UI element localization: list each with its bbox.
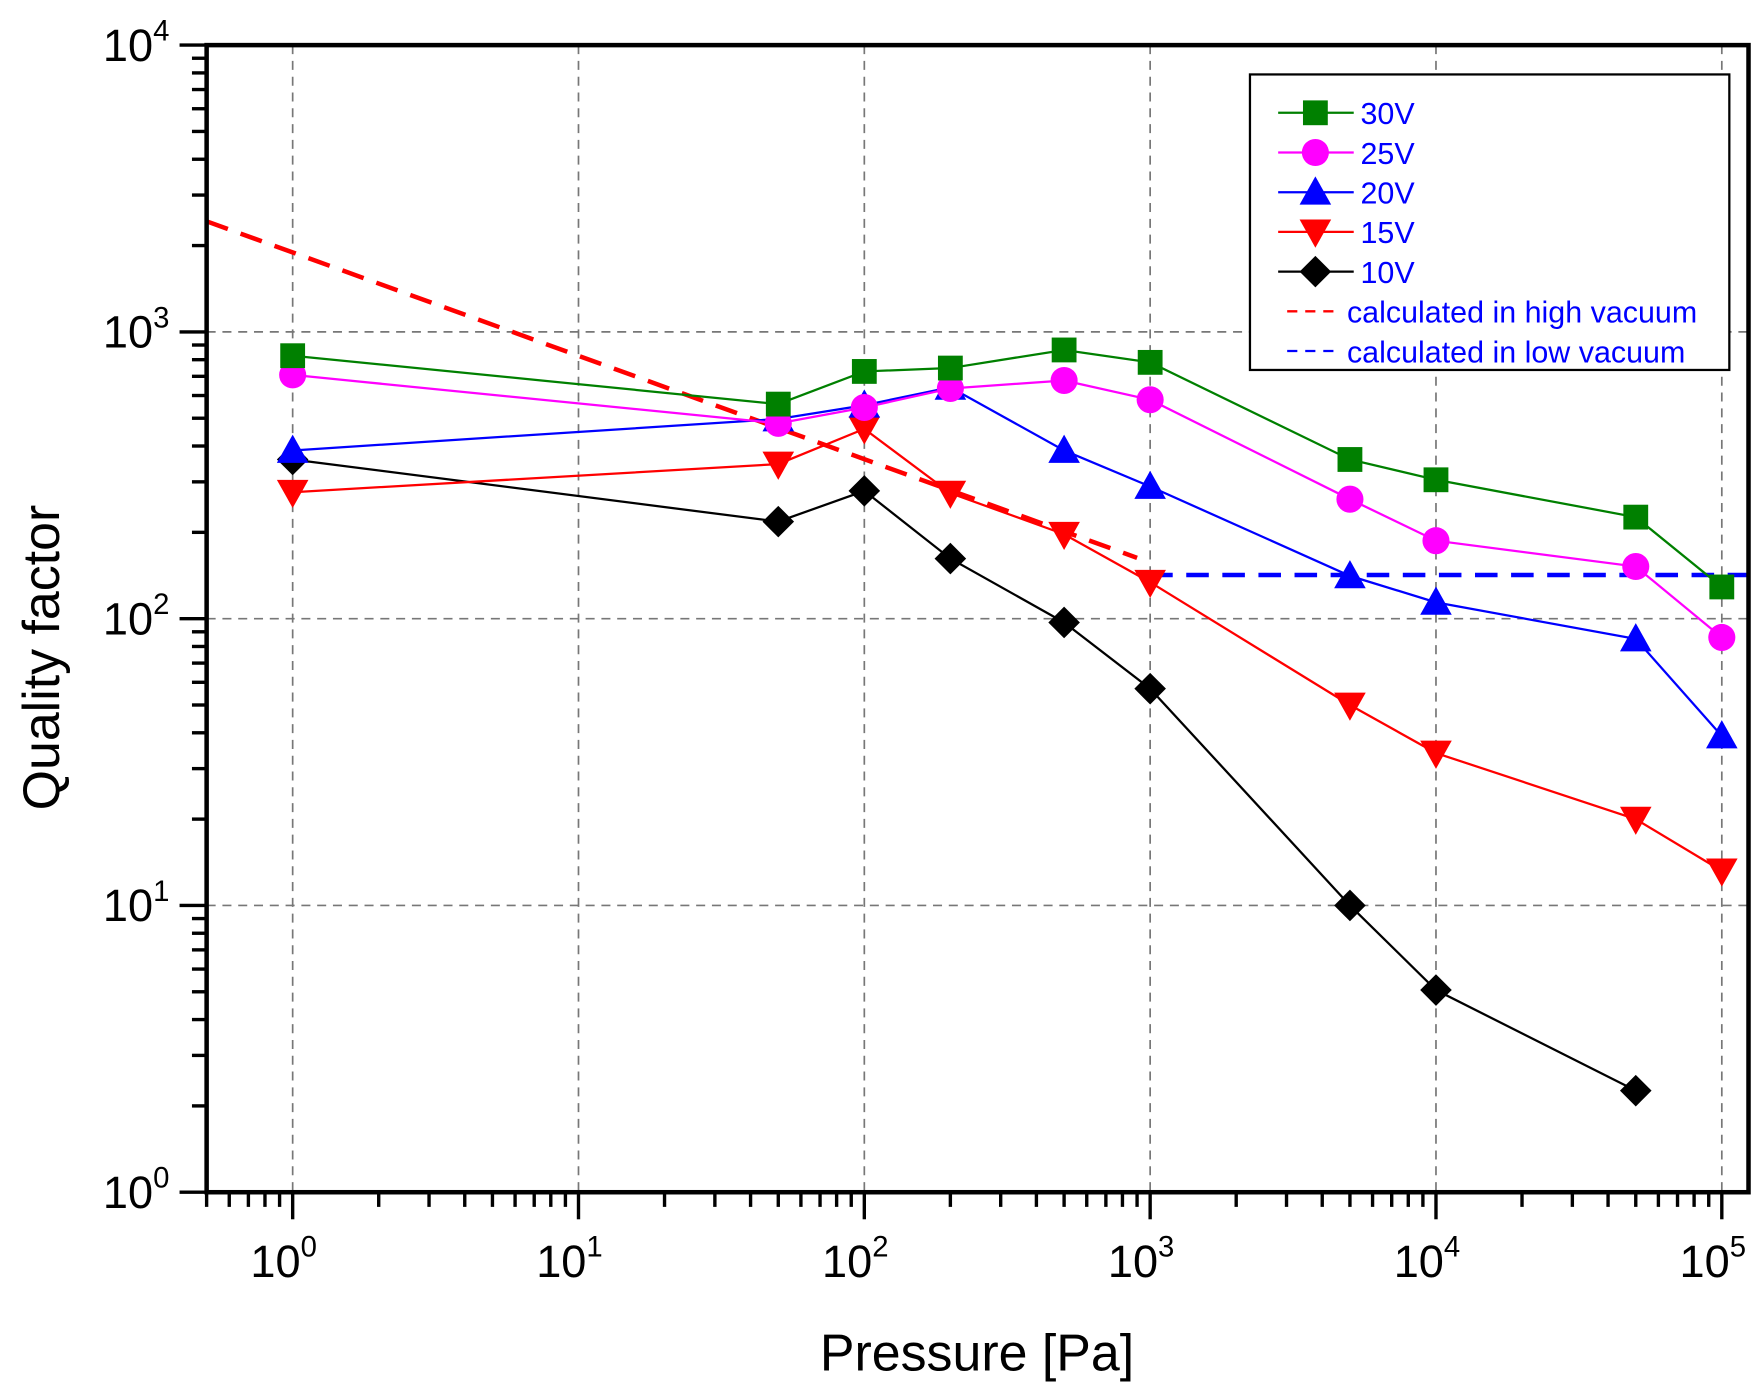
data-point [1420,586,1452,615]
x-axis-label: Pressure [Pa] [820,1323,1134,1381]
data-point [1619,1074,1652,1107]
plot-frame [204,42,1751,1195]
legend-marker [1299,176,1332,205]
x-tick-label: 102 [822,1231,889,1287]
data-point [1619,623,1652,652]
data-point [848,416,881,445]
series-line [292,373,1723,639]
data-point [1134,569,1166,599]
legend-label: 25V [1361,137,1416,171]
legend-item: 15V [1278,216,1415,250]
data-point [934,542,967,575]
data-point [279,361,307,389]
data-point [1051,337,1077,363]
series-line [292,427,1723,872]
series-layer [205,219,1749,1107]
data-point [1623,504,1649,530]
x-tick-label: 101 [536,1231,603,1287]
series-line [205,219,1138,560]
data-point [762,451,795,480]
legend-marker [1299,219,1332,248]
y-tick-label: 103 [103,301,170,357]
series-line [292,348,1723,588]
data-point [280,343,306,369]
x-tick-label: 105 [1680,1231,1747,1287]
legend-label: 10V [1361,256,1416,290]
data-point [1422,527,1450,555]
legend-label: 20V [1361,176,1416,210]
data-point [1334,692,1366,721]
data-point [1706,858,1738,887]
x-tick-label: 103 [1108,1231,1175,1287]
data-point [1420,740,1452,769]
data-point [851,359,877,384]
x-tick-label: 104 [1394,1231,1461,1287]
legend-item: calculated in low vacuum [1287,335,1685,369]
data-point [764,409,792,437]
data-point [1334,560,1366,589]
data-point [1622,552,1650,581]
legend-marker [1301,138,1329,167]
legend-label: 30V [1361,97,1416,131]
legend: 30V 25V 20V 15V 10V calculated in high vacuum… [1248,73,1731,372]
legend-box [1248,73,1731,372]
data-point [765,391,791,417]
y-tick-label: 102 [103,588,170,644]
data-point [1423,467,1449,493]
data-point [936,374,964,402]
series-calculated-in-high-vacuum [205,219,1138,560]
legend-item: calculated in high vacuum [1287,296,1697,330]
legend-marker [1302,100,1328,126]
data-point [1048,606,1080,639]
y-tick-label: 101 [103,875,170,931]
data-point [1048,434,1080,463]
data-point [1337,447,1363,472]
data-point [1050,366,1078,395]
legend-label: calculated in high vacuum [1347,296,1697,330]
data-point [762,505,795,538]
data-point [937,355,963,381]
data-point [1136,386,1164,414]
legend-label: 15V [1361,216,1416,250]
y-axis-label: Quality factor [12,505,70,811]
data-point [850,393,878,422]
data-point [848,475,881,507]
data-point [276,434,309,463]
legend-label: calculated in low vacuum [1347,335,1685,369]
legend-item: 30V [1278,97,1415,131]
series-15v [276,416,1738,887]
x-tick-label: 100 [250,1231,317,1287]
data-point [1134,470,1166,499]
axis-ticks: 100 101 102 103 104 105 100 101 102 103 104 [103,15,1746,1287]
series-25v [279,361,1736,651]
data-point [1336,485,1364,513]
data-point [276,479,309,509]
legend-item: 20V [1278,176,1415,210]
series-line [292,386,1723,737]
y-tick-label: 104 [103,15,170,71]
data-point [1708,623,1736,651]
data-point [1619,806,1652,835]
data-point [1709,574,1735,600]
series-30v [280,337,1735,600]
data-point [1048,521,1080,551]
data-point [1137,349,1163,375]
data-point [1706,720,1738,749]
y-tick-label: 100 [103,1162,170,1218]
legend-item: 25V [1278,137,1415,171]
data-point [934,480,967,509]
series-20v [276,371,1738,749]
